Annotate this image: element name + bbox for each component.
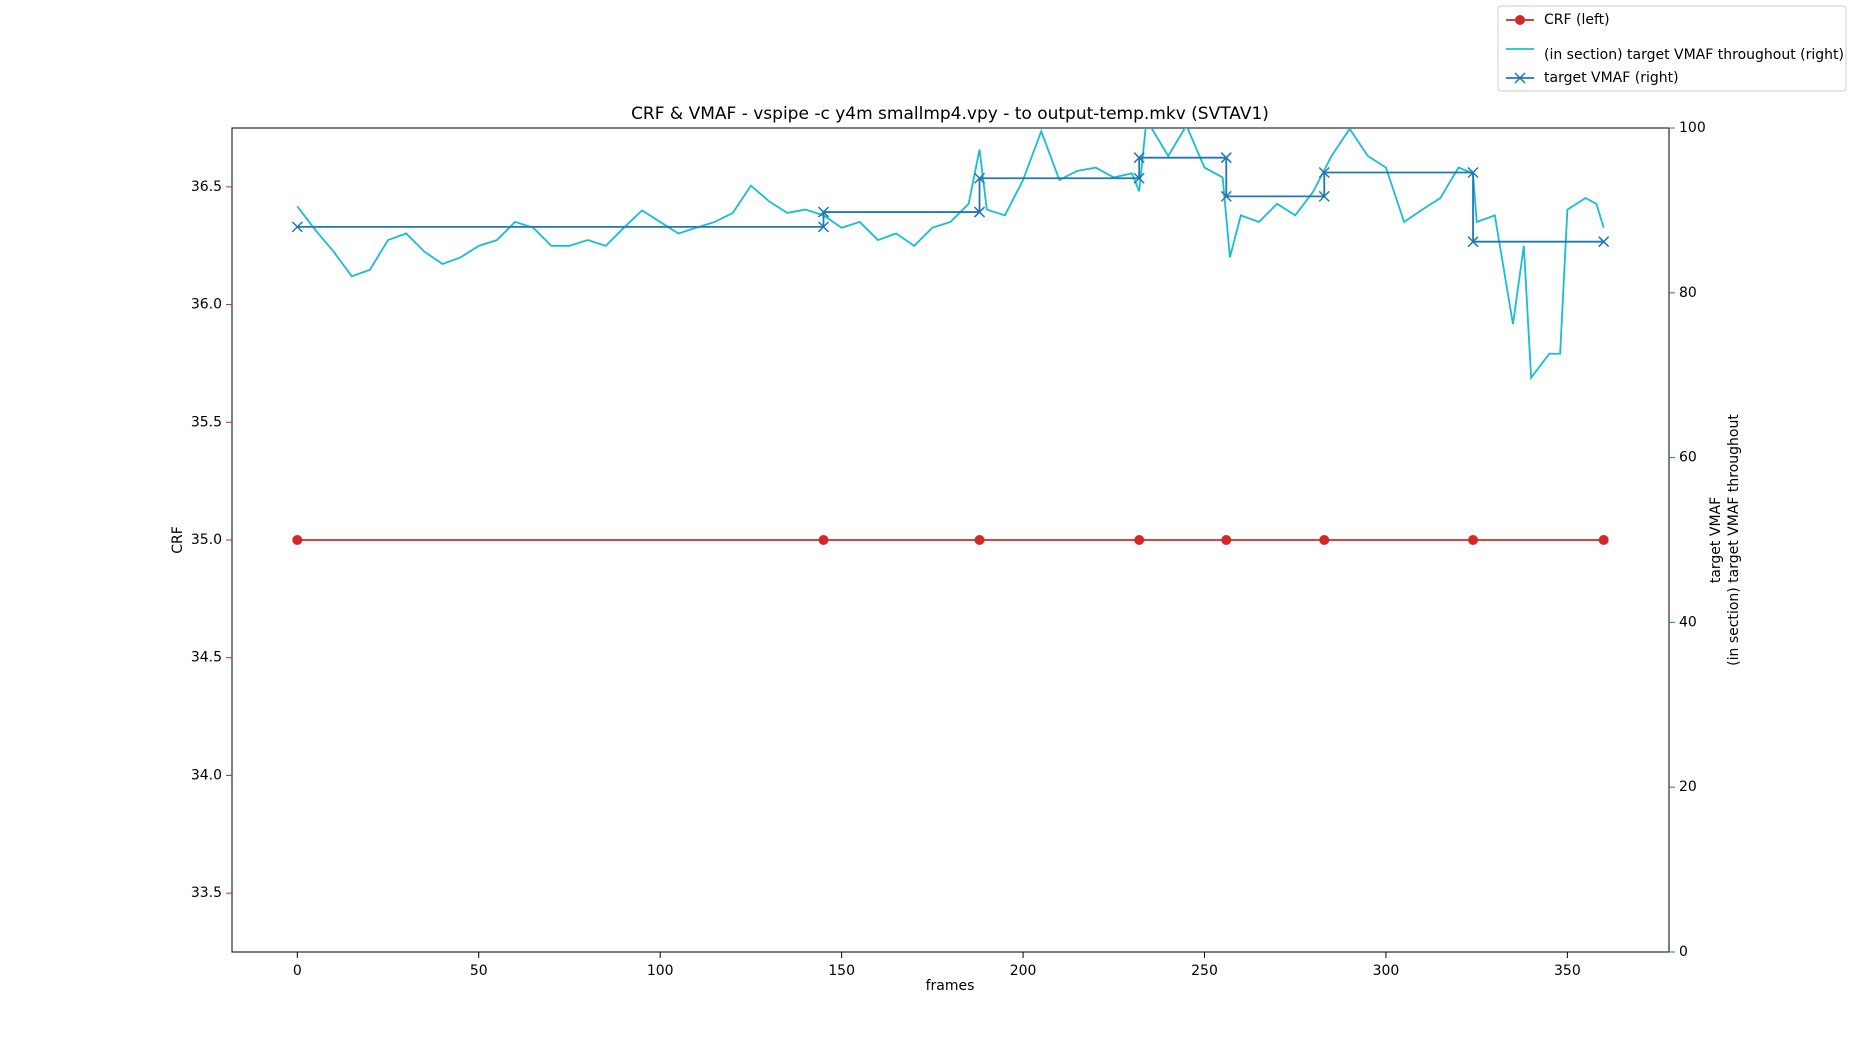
y2-tick-label: 20 [1679,779,1697,795]
x-tick-label: 50 [470,963,488,979]
x-tick-label: 150 [828,963,855,979]
chart-title: CRF & VMAF - vspipe -c y4m smallmp4.vpy … [631,104,1269,124]
point [1467,166,1479,179]
y-tick-label: 34.5 [191,650,222,666]
plot-area [291,128,1610,545]
point [1318,190,1330,202]
y2-axis-label: target VMAF [1708,497,1724,583]
series-line [296,128,1605,381]
point [1467,236,1479,248]
point [1133,152,1145,164]
y2-tick-label: 40 [1679,614,1697,630]
point [1318,166,1330,179]
point [291,221,303,233]
y2-axis-label: (in section) target VMAF throughout [1726,414,1742,666]
point [292,535,303,545]
point [1319,535,1330,545]
legend-marker [1515,15,1525,25]
x-tick-label: 350 [1554,963,1581,979]
series-line [297,156,1604,243]
point [817,206,830,218]
point [1220,152,1232,164]
x-tick-label: 250 [1191,963,1218,979]
legend-label: CRF (left) [1544,12,1610,28]
y2-tick-label: 100 [1679,120,1706,136]
x-axis-label: frames [926,978,975,994]
legend-label: (in section) target VMAF throughout (rig… [1544,47,1844,63]
y-tick-label: 36.0 [191,297,222,313]
point [973,172,986,184]
point [1134,535,1145,545]
legend-label: target VMAF (right) [1544,70,1679,86]
y2-tick-label: 60 [1679,450,1697,466]
x-tick-label: 300 [1373,963,1400,979]
x-tick-label: 200 [1010,963,1037,979]
y-tick-label: 35.0 [191,532,222,548]
point [817,221,830,233]
y-tick-label: 36.5 [191,179,222,195]
point [1598,236,1610,248]
y2-tick-label: 0 [1679,944,1688,960]
point [1598,535,1609,545]
x-tick-label: 100 [647,963,674,979]
y2-tick-label: 80 [1679,285,1697,301]
y-tick-label: 35.5 [191,414,222,430]
y-tick-label: 34.0 [191,767,222,783]
x-tick-label: 0 [293,963,302,979]
y-tick-label: 33.5 [191,885,222,901]
legend-marker [1514,72,1526,84]
point [974,535,985,545]
legend-box [1497,5,1847,92]
point [1221,535,1232,545]
point [973,206,986,218]
point [1133,172,1145,184]
point [818,535,829,545]
y-axis-label: CRF [170,526,186,554]
point [1220,190,1232,202]
point [1468,535,1479,545]
